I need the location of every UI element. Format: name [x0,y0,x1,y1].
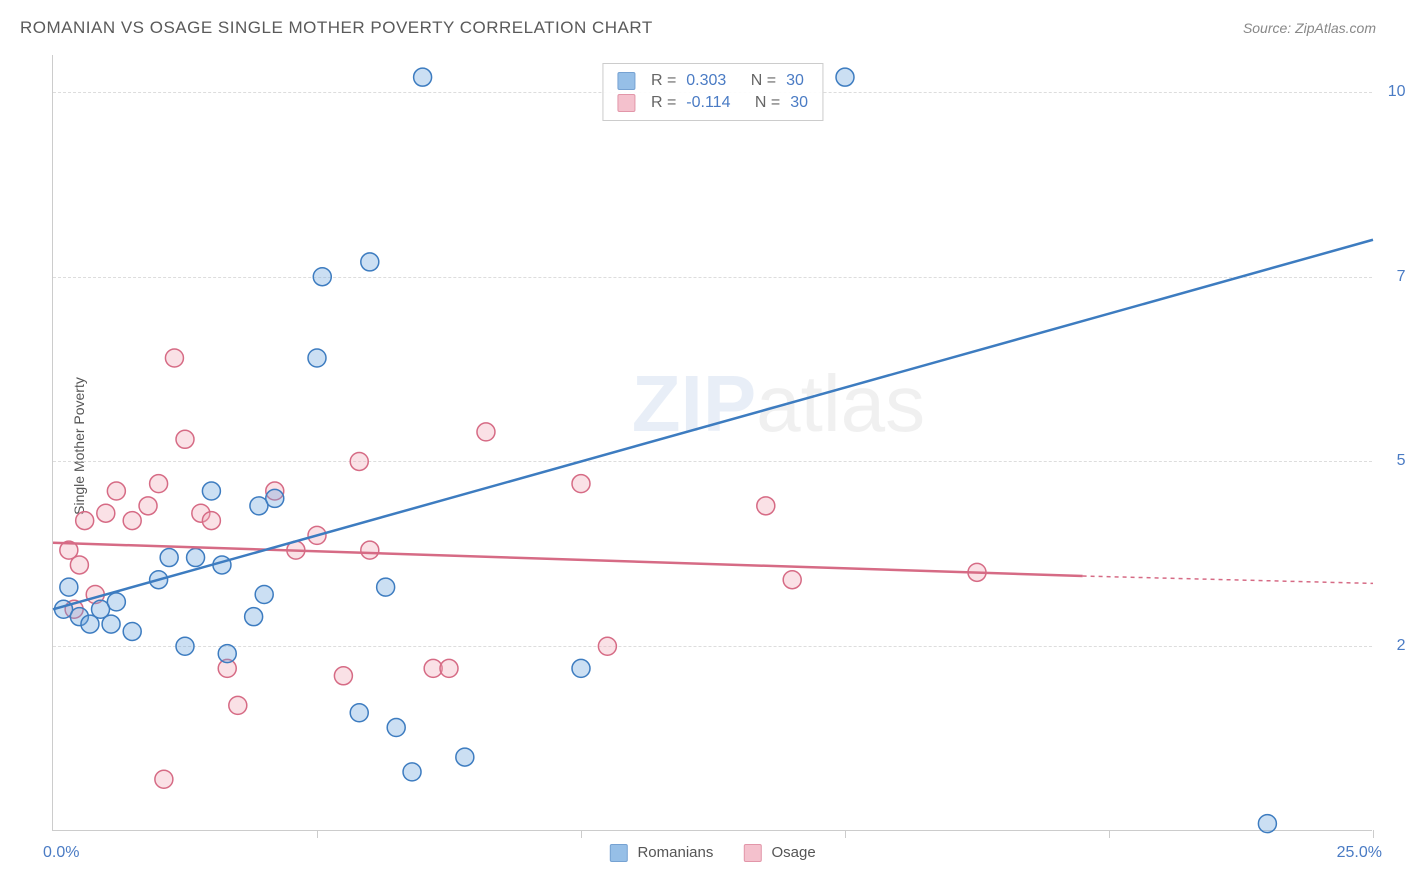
chart-title: ROMANIAN VS OSAGE SINGLE MOTHER POVERTY … [20,18,653,38]
x-tick [581,830,582,838]
series-b-point [76,512,94,530]
stats-r-label: R = [651,94,676,112]
series-a-point [160,549,178,567]
legend-swatch-b [617,94,635,112]
y-tick-label: 25.0% [1382,637,1406,655]
y-tick-label: 50.0% [1382,452,1406,470]
x-axis-label-max: 25.0% [1337,844,1382,862]
legend-swatch-a [609,844,627,862]
series-a-point [377,578,395,596]
series-a-point [350,704,368,722]
legend-label-b: Osage [772,844,816,861]
series-a-point [456,748,474,766]
chart-plot-area: ZIPatlas 25.0%50.0%75.0%100.0% R = 0.303… [52,55,1372,831]
series-a-point [218,645,236,663]
y-tick-label: 100.0% [1382,83,1406,101]
series-a-point [1258,815,1276,833]
stats-n-label: N = [751,72,776,90]
series-b-point [123,512,141,530]
stats-r-value-b: -0.114 [686,94,730,112]
series-a-point [836,68,854,86]
series-a-regression-line [53,240,1373,610]
series-b-point [70,556,88,574]
series-a-point [102,615,120,633]
correlation-stats-box: R = 0.303 N = 30 R = -0.114 N = 30 [602,63,823,121]
legend-label-a: Romanians [637,844,713,861]
series-a-point [176,637,194,655]
series-b-point [477,423,495,441]
stats-row-a: R = 0.303 N = 30 [617,70,808,92]
y-tick-label: 75.0% [1382,268,1406,286]
series-b-point [97,504,115,522]
series-b-point [783,571,801,589]
series-a-point [255,586,273,604]
series-a-point [123,622,141,640]
series-a-point [266,489,284,507]
x-axis-label-min: 0.0% [43,844,79,862]
bottom-legend: Romanians Osage [609,844,815,862]
stats-row-b: R = -0.114 N = 30 [617,92,808,114]
series-a-point [202,482,220,500]
x-tick [317,830,318,838]
x-tick [1373,830,1374,838]
series-a-point [414,68,432,86]
scatter-svg [53,55,1372,830]
series-b-point [361,541,379,559]
series-b-point [155,770,173,788]
x-tick [1109,830,1110,838]
series-b-point [107,482,125,500]
series-a-point [245,608,263,626]
series-b-regression-extension [1083,576,1373,583]
series-a-point [361,253,379,271]
series-a-point [187,549,205,567]
series-b-point [229,696,247,714]
series-b-point [150,475,168,493]
series-b-point [176,430,194,448]
series-b-point [334,667,352,685]
series-a-point [60,578,78,596]
source-attribution: Source: ZipAtlas.com [1243,20,1376,36]
series-b-point [598,637,616,655]
legend-item-b: Osage [743,844,815,862]
legend-swatch-a [617,72,635,90]
legend-swatch-b [743,844,761,862]
stats-r-value-a: 0.303 [686,72,726,90]
series-b-point [165,349,183,367]
stats-n-label: N = [755,94,780,112]
stats-r-label: R = [651,72,676,90]
series-b-regression-line [53,543,1083,576]
x-tick [845,830,846,838]
series-b-point [202,512,220,530]
series-b-point [572,475,590,493]
stats-n-value-a: 30 [786,72,804,90]
series-a-point [313,268,331,286]
series-a-point [572,659,590,677]
series-b-point [139,497,157,515]
series-b-point [350,452,368,470]
series-b-point [440,659,458,677]
series-a-point [387,719,405,737]
stats-n-value-b: 30 [790,94,808,112]
series-b-point [757,497,775,515]
series-a-point [403,763,421,781]
series-a-point [107,593,125,611]
series-a-point [308,349,326,367]
legend-item-a: Romanians [609,844,713,862]
